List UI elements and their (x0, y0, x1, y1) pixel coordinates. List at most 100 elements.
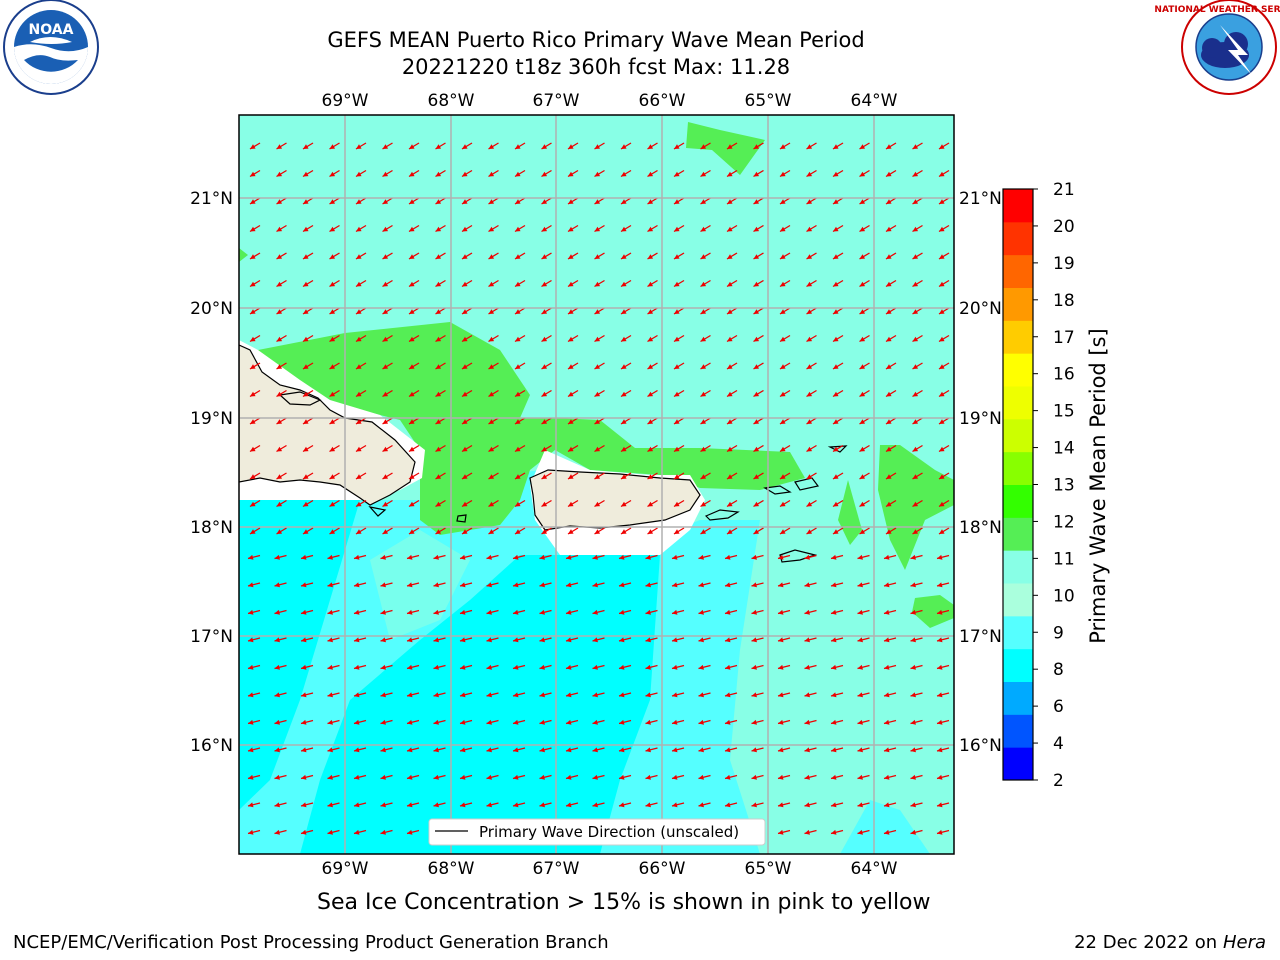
wave-arrow-head (751, 582, 757, 588)
wave-arrow-head (912, 419, 919, 424)
wave-arrow-head (250, 281, 256, 287)
wave-arrow-head (329, 419, 336, 424)
colorbar-segment (1003, 221, 1033, 256)
wave-arrow-head (250, 309, 256, 314)
wave-arrow-head (515, 144, 521, 149)
wave-arrow-head (727, 474, 733, 479)
wave-arrow-head (857, 692, 863, 698)
wave-arrow-head (859, 171, 866, 177)
wave-arrow-head (462, 474, 468, 479)
wave-arrow-head (274, 802, 280, 808)
wave-arrow-head (727, 171, 733, 177)
wave-arrow-head (804, 829, 810, 835)
wave-arrow-head (250, 199, 256, 204)
wave-arrow-head (753, 446, 760, 452)
wave-arrow-head (753, 309, 760, 314)
wave-arrow-head (382, 364, 389, 369)
wave-arrow-head (672, 664, 678, 670)
wave-arrow-head (804, 582, 810, 588)
wave-arrow-head (725, 719, 731, 725)
wave-arrow-head (356, 199, 362, 204)
wave-arrow-head (513, 664, 519, 670)
wave-arrow-head (937, 747, 943, 753)
wave-arrow-head (380, 829, 386, 835)
wave-arrow-head (566, 554, 572, 560)
wave-arrow-head (433, 664, 439, 670)
wave-arrow-head (727, 419, 733, 424)
colorbar-tick-label: 19 (1053, 254, 1075, 274)
wave-arrow-head (435, 419, 442, 424)
wave-arrow-head (435, 391, 442, 397)
wave-arrow-head (886, 309, 892, 314)
wave-arrow-head (592, 609, 598, 615)
wave-arrow-head (276, 474, 283, 479)
wave-arrow-head (727, 309, 733, 314)
wave-arrow-head (937, 582, 943, 588)
wave-arrow-head (462, 419, 468, 424)
wave-arrow-head (568, 501, 574, 507)
wave-arrow-head (327, 774, 333, 780)
colorbar-segment (1003, 583, 1033, 617)
wave-arrow-head (568, 171, 574, 177)
wave-arrow-head (356, 309, 362, 314)
wave-arrow-head (751, 719, 757, 725)
wave-arrow-head (833, 144, 839, 149)
wave-arrow-head (698, 747, 704, 753)
wave-arrow-head (886, 281, 892, 287)
wave-arrow-head (329, 364, 336, 369)
wave-arrow-head (488, 391, 495, 397)
wave-arrow-head (645, 609, 651, 615)
wave-arrow-head (939, 419, 945, 424)
wave-arrow-head (833, 336, 839, 342)
wave-arrow-head (276, 199, 283, 204)
footer-host: Hera (1222, 932, 1266, 953)
wave-arrow-head (329, 336, 336, 342)
lat-label: 18°N (190, 518, 233, 538)
footer-branch: NCEP/EMC/Verification Post Processing Pr… (13, 932, 609, 953)
wave-arrow-head (833, 391, 839, 397)
wave-arrow-head (886, 254, 892, 259)
wave-arrow-head (488, 309, 495, 314)
wave-arrow-head (541, 144, 548, 149)
colorbar-tick-label: 16 (1053, 365, 1075, 385)
wave-arrow-head (327, 747, 333, 753)
wave-arrow-head (301, 719, 307, 725)
wave-arrow-head (409, 171, 415, 177)
wave-arrow-head (274, 829, 280, 835)
wave-arrow-head (539, 692, 545, 698)
wave-arrow-head (541, 336, 548, 342)
field-10-11-main (258, 322, 805, 535)
wave-arrow-head (753, 501, 760, 507)
wave-arrow-head (568, 199, 574, 204)
wave-arrow-head (488, 419, 495, 424)
wave-arrow-head (566, 719, 572, 725)
wave-arrow-head (939, 336, 945, 342)
wave-arrow-head (435, 364, 442, 369)
wave-arrow-head (356, 226, 362, 232)
wave-arrow-head (647, 144, 654, 149)
wave-arrow-head (753, 254, 760, 259)
wave-arrow-head (727, 226, 733, 232)
wave-arrow-head (621, 474, 627, 479)
wave-arrow-head (594, 446, 601, 452)
wave-arrow-head (912, 281, 919, 287)
wave-arrow-head (592, 554, 598, 560)
wave-arrow-head (327, 637, 333, 643)
wave-arrow-head (672, 637, 678, 643)
wave-arrow-head (700, 171, 707, 177)
wave-arrow-head (541, 419, 548, 424)
wave-arrow-head (354, 692, 360, 698)
wave-arrow-head (382, 474, 389, 479)
wave-arrow-head (380, 609, 386, 615)
wave-arrow-head (409, 254, 415, 259)
wave-arrow-head (780, 474, 786, 479)
wave-arrow-head (621, 391, 627, 397)
wave-arrow-head (566, 747, 572, 753)
wave-arrow-head (513, 692, 519, 698)
wave-arrow-head (886, 474, 892, 479)
lon-label: 68°W (428, 91, 475, 111)
wave-arrow-head (329, 529, 336, 534)
field-10-11-islands (838, 480, 862, 545)
wave-arrow-head (727, 336, 733, 342)
wave-arrow-head (780, 419, 786, 424)
